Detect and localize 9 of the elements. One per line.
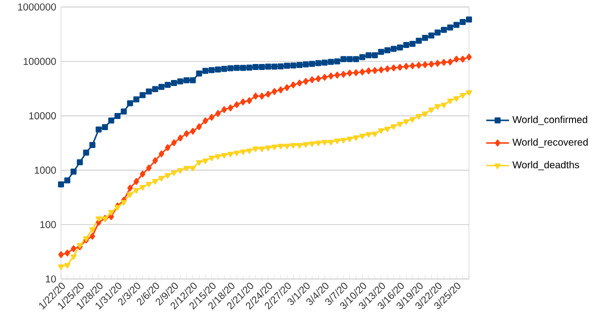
legend-label: World_confirmed bbox=[512, 116, 588, 126]
legend-label: World_deadths bbox=[512, 160, 580, 170]
legend-label: World_recovered bbox=[512, 138, 588, 148]
y-tick-label: 100000 bbox=[24, 58, 56, 65]
y-tick-label: 1000000 bbox=[18, 3, 56, 11]
y-tick-label: 100 bbox=[40, 221, 56, 228]
y-tick-label: 10000 bbox=[29, 112, 56, 120]
y-tick-label: 1000 bbox=[34, 166, 56, 174]
y-tick-label: 10 bbox=[46, 275, 56, 283]
